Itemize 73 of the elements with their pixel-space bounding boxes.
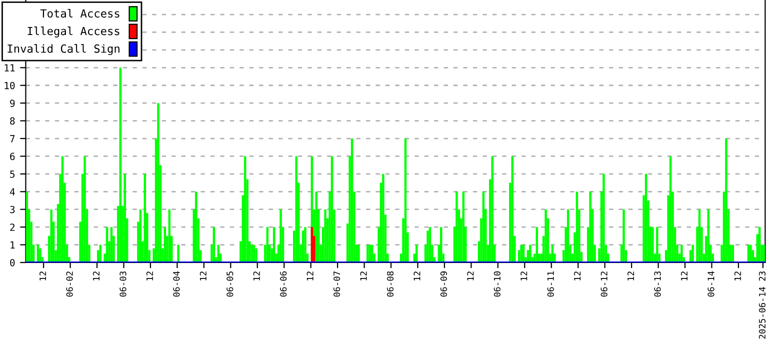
x-tick-label: 06-13 [654,271,661,297]
x-tick-label: 12 [680,272,688,280]
bar [652,227,654,262]
bar [50,209,52,262]
bar [255,248,258,262]
bar [456,192,458,262]
bar [544,209,547,262]
y-tick-label: 6 [10,152,15,160]
bar [250,244,253,262]
x-tick-label: 06-10 [494,271,500,297]
x-tick-label: 06-12 [600,272,608,297]
x-tick-label: 12 [253,272,260,280]
x-tick-label: 06-09 [440,271,448,297]
x-tick-label: 12 [200,272,206,280]
bar [491,156,494,262]
bar [157,103,160,262]
bar [177,244,180,262]
x-tick-label: 06-07 [333,271,340,297]
bar [324,209,326,262]
bar [520,244,522,262]
y-tick-label: 11 [4,64,15,72]
y-tick-label: 5 [10,170,15,178]
bar [304,227,306,262]
y-tick-label: 1 [10,241,15,249]
bar [124,174,126,262]
bar [358,244,360,262]
x-tick-label: 06-08 [386,271,394,297]
bar [529,244,532,262]
x-tick-label: 12 [40,272,46,280]
x-tick-label: 2025-06-14 23 [758,271,766,339]
bar [622,209,625,262]
legend-label: Illegal Access [28,26,120,38]
bar [99,244,102,262]
x-tick-label: 12 [734,272,741,280]
bar [680,244,683,262]
y-tick-label: 9 [10,100,15,107]
bar [280,209,282,262]
bar [39,248,42,262]
x-tick-label: 12 [627,272,634,280]
x-tick-label: 06-11 [547,271,554,297]
y-tick-label: 0 [10,259,15,266]
bar [750,244,752,262]
bar [692,244,694,262]
legend-label: Invalid Call Sign [8,44,120,56]
y-tick-label: 7 [10,135,15,142]
x-tick-label: 06-03 [120,271,126,297]
y-tick-label: 10 [4,82,15,90]
bar [382,174,384,262]
bar [426,230,429,262]
x-tick-label: 06-05 [226,272,234,297]
x-tick-label: 12 [92,272,100,280]
x-tick-label: 06-06 [280,271,287,297]
x-tick-label: 12 [520,272,528,280]
bar [725,138,728,262]
y-tick-label: 8 [10,117,15,125]
x-tick-label: 12 [574,272,581,280]
y-tick-label: 4 [10,188,15,196]
legend-label: Total Access [40,8,120,18]
x-tick-label: 12 [306,272,314,280]
bar [589,192,592,262]
x-tick-label: 06-02 [66,272,73,297]
bar [656,227,658,262]
bar [602,174,605,262]
x-tick-label: 06-04 [173,271,180,297]
y-tick-label: 3 [10,206,15,214]
x-tick-label: 12 [467,272,474,280]
bar [295,156,298,262]
bar [84,156,86,262]
y-tick-label: 2 [10,224,14,231]
x-tick-label: 12 [146,272,153,280]
x-tick-label: 06-14 [708,271,714,297]
x-tick-label: 12 [414,272,420,280]
x-tick-label: 12 [360,272,367,280]
